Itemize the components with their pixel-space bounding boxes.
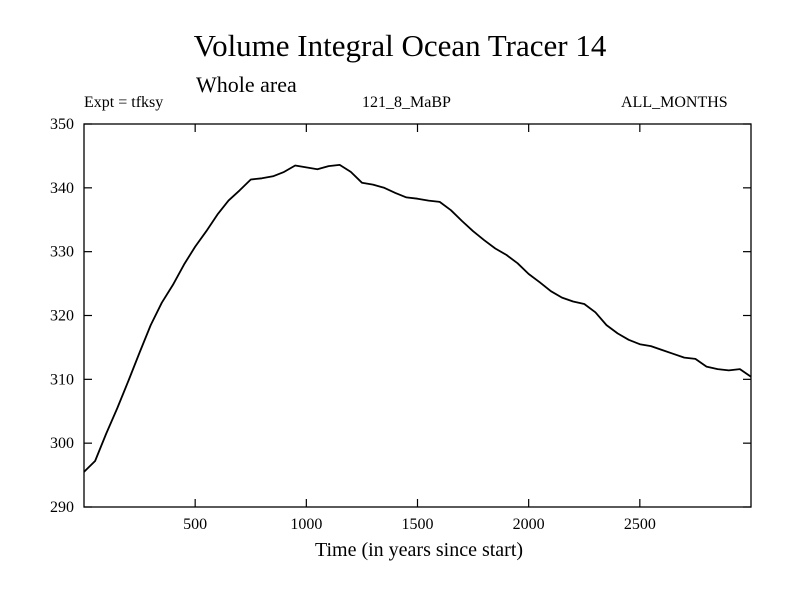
chart-subtitle: Whole area: [196, 72, 297, 97]
x-tick-label: 2500: [624, 516, 656, 533]
y-tick-label: 350: [50, 116, 74, 133]
plot-frame: [83, 123, 752, 508]
experiment-label: Expt = tfksy: [84, 94, 164, 111]
y-tick-label: 290: [50, 499, 74, 516]
series-line: [83, 163, 752, 473]
y-tick-label: 330: [50, 244, 74, 261]
x-tick-label: 1000: [290, 516, 322, 533]
x-tick-label: 2000: [513, 516, 545, 533]
x-axis-title: Time (in years since start): [314, 539, 524, 561]
y-tick-label: 320: [50, 308, 74, 325]
chart-title: Volume Integral Ocean Tracer 14: [193, 28, 607, 63]
period-label: 121_8_MaBP: [362, 94, 451, 111]
x-tick-label: 1500: [402, 516, 434, 533]
months-label: ALL_MONTHS: [621, 94, 728, 111]
y-tick-label: 300: [50, 435, 74, 452]
y-tick-label: 340: [50, 180, 74, 197]
y-tick-label: 310: [50, 371, 74, 388]
x-tick-label: 500: [183, 516, 207, 533]
